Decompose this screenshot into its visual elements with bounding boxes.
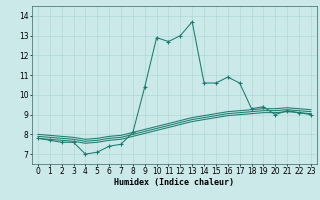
X-axis label: Humidex (Indice chaleur): Humidex (Indice chaleur)	[115, 178, 234, 187]
